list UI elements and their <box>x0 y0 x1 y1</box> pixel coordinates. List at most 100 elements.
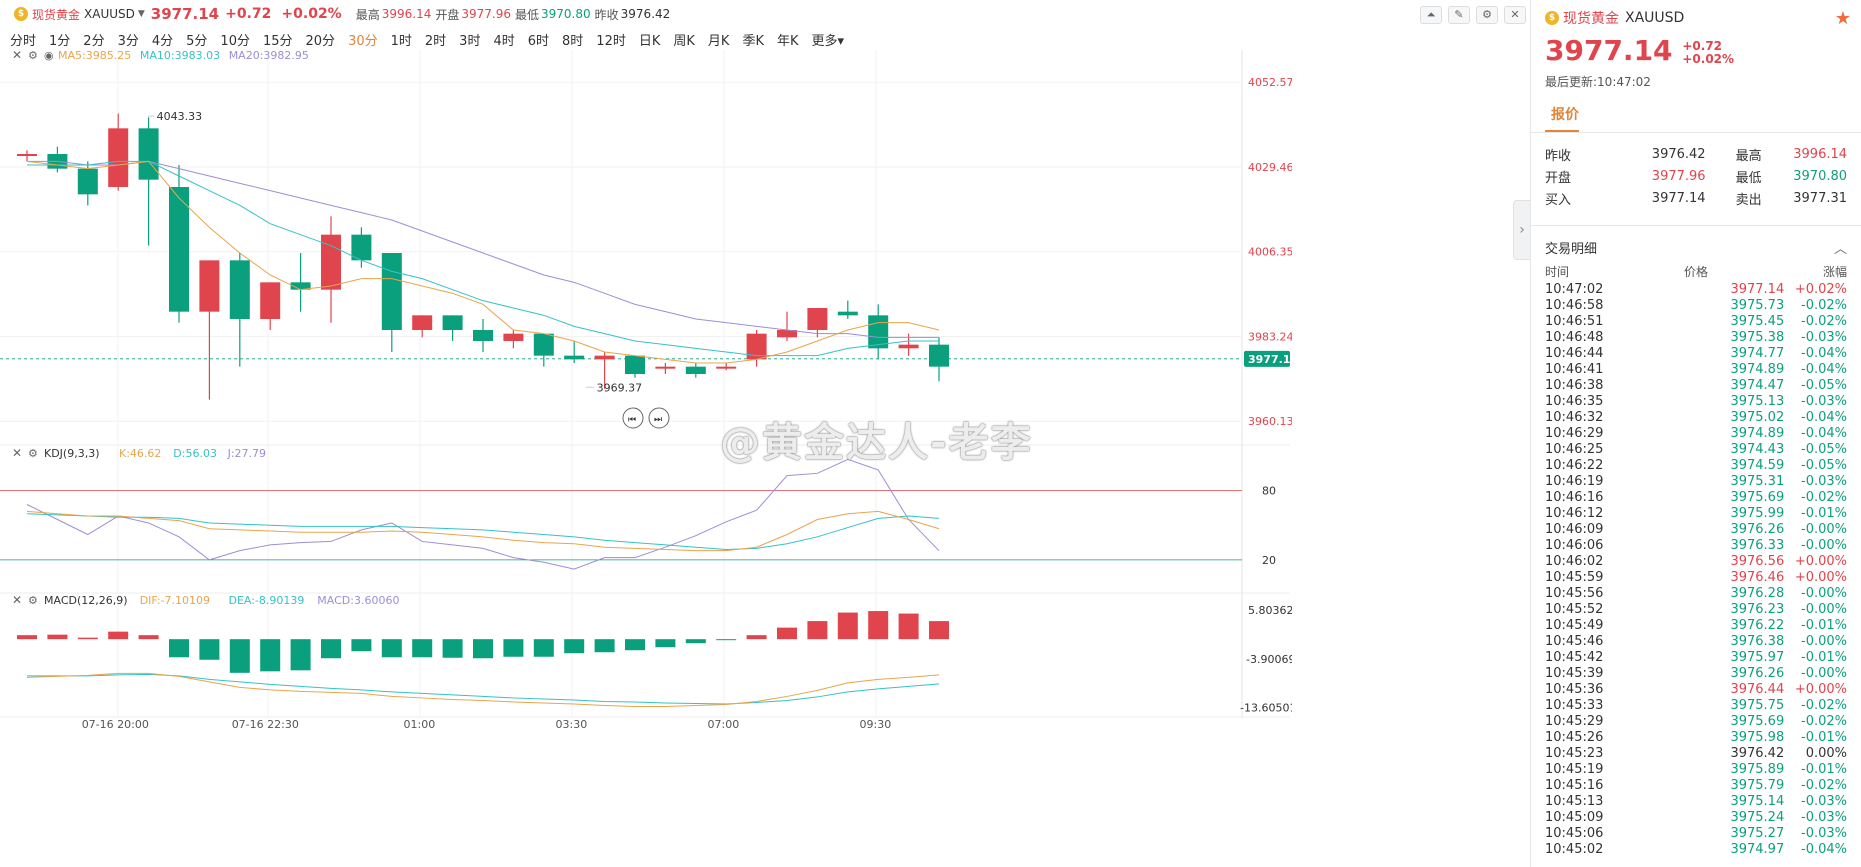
trade-row: 10:46:41 3974.89 -0.04% <box>1545 362 1848 377</box>
candle-body <box>17 154 37 156</box>
period-1[interactable]: 1分 <box>49 33 71 49</box>
favorite-star-icon[interactable]: ★ <box>1834 8 1851 29</box>
indicator-icon[interactable]: ⏶ <box>1420 6 1442 24</box>
trade-row: 10:45:09 3975.24 -0.03% <box>1545 810 1848 825</box>
trade-row: 10:45:36 3976.44 +0.00% <box>1545 682 1848 697</box>
macd-bar <box>47 634 68 640</box>
period-3[interactable]: 3分 <box>117 33 139 49</box>
low-label: 最低 <box>515 7 540 22</box>
trade-row: 10:45:23 3976.42 0.00% <box>1545 746 1848 761</box>
period-14[interactable]: 6时 <box>527 33 550 49</box>
low-value: 3970.80 <box>541 7 591 21</box>
replay-next-icon[interactable]: ⏭ <box>648 407 670 429</box>
trade-row: 10:45:13 3975.14 -0.03% <box>1545 794 1848 809</box>
trade-row: 10:45:06 3975.27 -0.03% <box>1545 826 1848 841</box>
ma-legend: MA20:3982.95 <box>229 50 309 62</box>
trade-row: 10:46:12 3975.99 -0.01% <box>1545 506 1848 521</box>
period-16[interactable]: 12时 <box>596 33 626 49</box>
last-update: 最后更新:10:47:02 <box>1545 75 1651 89</box>
period-19[interactable]: 月K <box>707 33 730 49</box>
macd-bar <box>898 613 919 640</box>
svg-text:⏭: ⏭ <box>654 415 662 425</box>
close-icon[interactable]: ✕ <box>1504 6 1526 24</box>
period-15[interactable]: 8时 <box>562 33 584 49</box>
time-tick: 07-16 22:30 <box>232 718 299 731</box>
tab-quote[interactable]: 报价 <box>1545 104 1579 132</box>
period-7[interactable]: 15分 <box>262 33 293 49</box>
period-18[interactable]: 周K <box>673 33 695 49</box>
svg-text:⏮: ⏮ <box>628 415 636 425</box>
candle-body <box>77 168 98 195</box>
period-6[interactable]: 10分 <box>220 33 250 49</box>
ma10-line <box>27 160 939 357</box>
candle-body <box>199 260 220 312</box>
high-value: 3996.14 <box>381 7 432 21</box>
open-value: 3977.96 <box>461 7 511 21</box>
trade-row: 10:46:06 3976.33 -0.00% <box>1545 538 1848 553</box>
period-12[interactable]: 3时 <box>459 33 481 49</box>
price-tick: 4006.35 <box>1248 246 1292 259</box>
macd-bar <box>594 639 615 653</box>
period-13[interactable]: 4时 <box>493 33 515 49</box>
trade-row: 10:45:02 3974.97 -0.04% <box>1545 842 1848 857</box>
period-5[interactable]: 5分 <box>186 33 208 49</box>
candle-body <box>473 330 493 341</box>
candle-body <box>503 333 524 341</box>
macd-bar <box>685 639 706 644</box>
replay-prev-icon[interactable]: ⏮ <box>622 407 644 429</box>
panel-change: +0.72 +0.02% <box>1682 39 1735 66</box>
period-20[interactable]: 季K <box>742 33 764 49</box>
candle-body <box>108 128 129 187</box>
trade-row: 10:46:48 3975.38 -0.03% <box>1545 330 1848 345</box>
period-11[interactable]: 2时 <box>424 33 447 49</box>
quote-value: 3976.42 <box>1651 146 1706 162</box>
instrument-name[interactable]: 现货黄金 <box>32 7 81 22</box>
macd-dif-line <box>26 672 940 707</box>
period-21[interactable]: 年K <box>776 33 799 49</box>
trade-details: 交易明细 ︿ 时间 价格 涨幅 10:47:02 3977.14 +0.02% 10:4… <box>1531 225 1861 858</box>
macd-bar <box>138 635 159 640</box>
trade-row: 10:45:33 3975.75 -0.02% <box>1545 698 1848 713</box>
close-indicator-icon: ✕ <box>12 50 22 62</box>
trade-row: 10:46:19 3975.31 -0.03% <box>1545 474 1848 489</box>
macd-tick: -3.90069 <box>1246 653 1292 666</box>
period-4[interactable]: 4分 <box>151 33 174 49</box>
macd-bar <box>868 611 889 640</box>
chart-area[interactable]: 4052.57 4029.46 4006.35 3983.24 3960.13 3977.… <box>0 50 1292 867</box>
macd-bar <box>260 639 281 672</box>
col-price: 价格 <box>1683 265 1708 279</box>
macd-dea-line <box>27 673 940 705</box>
candle-body <box>625 355 645 374</box>
macd-bar <box>229 639 250 673</box>
macd-bar <box>625 639 645 651</box>
chevron-up-icon[interactable]: ︿ <box>1833 242 1847 257</box>
chevron-down-icon[interactable]: ▼ <box>137 9 145 19</box>
period-22[interactable]: 更多▾ <box>811 33 845 49</box>
draw-icon[interactable]: ✎ <box>1448 6 1470 24</box>
candle-body <box>260 282 281 319</box>
period-17[interactable]: 日K <box>638 33 661 49</box>
candle-body <box>138 128 159 180</box>
macd-bar <box>503 639 524 657</box>
quote-label: 买入 <box>1545 192 1572 208</box>
instrument-symbol[interactable]: XAUUSD <box>84 7 135 21</box>
trade-row: 10:46:44 3974.77 -0.04% <box>1545 346 1848 361</box>
col-time: 时间 <box>1545 265 1570 279</box>
header-change: +0.72 <box>225 6 272 22</box>
period-8[interactable]: 20分 <box>305 33 336 49</box>
quote-row: 开盘 3977.96 最低 3970.80 <box>1545 165 1847 187</box>
period-0[interactable]: 分时 <box>10 33 37 49</box>
period-10[interactable]: 1时 <box>390 33 412 49</box>
close-indicator-icon: ✕ <box>12 593 22 607</box>
ma5-line <box>26 160 940 364</box>
ma-legend: MA10:3983.03 <box>140 50 220 62</box>
gold-coin-icon: $ <box>1545 11 1559 25</box>
settings-icon[interactable]: ⚙ <box>1476 6 1498 24</box>
period-2[interactable]: 2分 <box>83 33 105 49</box>
macd-bar <box>929 621 949 640</box>
macd-bar <box>108 631 129 640</box>
collapse-panel-button[interactable]: › <box>1513 200 1530 260</box>
price-tick: 3960.13 <box>1248 415 1292 428</box>
gold-coin-icon: $ <box>14 7 28 21</box>
period-9[interactable]: 30分 <box>348 33 378 49</box>
